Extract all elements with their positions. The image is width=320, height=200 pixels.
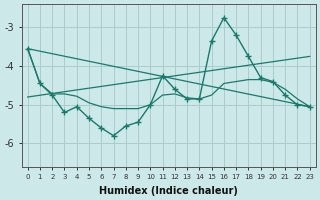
X-axis label: Humidex (Indice chaleur): Humidex (Indice chaleur) [99,186,238,196]
